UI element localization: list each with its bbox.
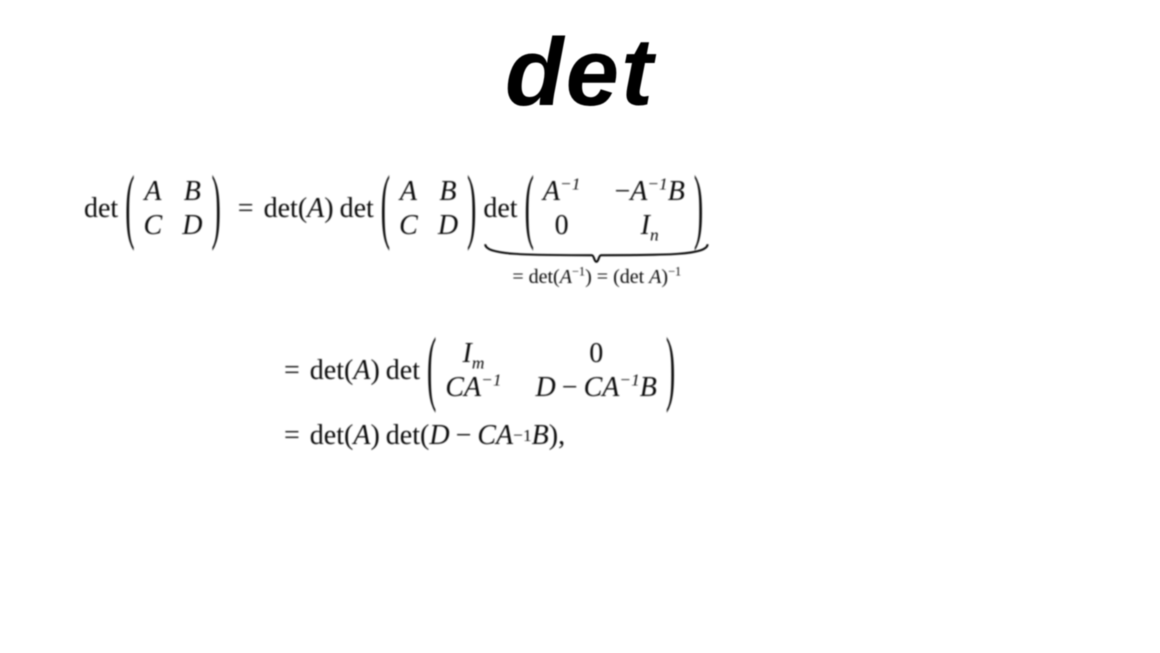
rparen: ) xyxy=(210,167,221,251)
rparen: ) xyxy=(370,420,379,452)
equation-line-3: = det(A) det(D−CA−1B), xyxy=(274,420,1084,452)
page-stage: det det ( A B C D ) = det(A) det xyxy=(0,0,1160,653)
equals: = xyxy=(274,420,310,452)
sup: −1 xyxy=(668,264,681,278)
cell: D xyxy=(182,210,202,242)
lparen: ( xyxy=(553,266,560,288)
det-op: det xyxy=(483,193,517,225)
matrix-M3: ( Im 0 CA−1 D−CA−1B ) xyxy=(426,336,676,406)
cell: A xyxy=(144,176,161,208)
matrix-Ainv: ( A−1 −A−1B 0 In ) xyxy=(524,174,705,244)
cell: A xyxy=(400,176,417,208)
lparen: ( xyxy=(124,167,135,251)
det-schur: det(D−CA−1B), xyxy=(386,420,565,452)
cell: B xyxy=(184,176,201,208)
cell: D xyxy=(438,210,458,242)
minus: − xyxy=(556,372,584,403)
det-op: det xyxy=(386,420,420,452)
lparen: ( xyxy=(524,167,535,251)
eq: = xyxy=(512,266,523,288)
det-op: det xyxy=(529,266,553,288)
cell: CA−1 xyxy=(445,372,501,404)
matrix-ABCD-1: ( A B C D ) xyxy=(124,174,222,244)
det-A: det(A) xyxy=(310,355,380,387)
rparen: ) xyxy=(693,167,704,251)
equation-line-1: det ( A B C D ) = det(A) det ( A xyxy=(84,174,1084,244)
equals: = xyxy=(228,193,264,225)
det-A: det(A) xyxy=(310,420,380,452)
det-op: det xyxy=(310,420,344,452)
page-title: det xyxy=(0,18,1160,128)
cell: C xyxy=(399,210,418,242)
rparen: ) xyxy=(585,266,592,288)
det-A: det(A) xyxy=(264,193,334,225)
rparen: ) xyxy=(324,193,333,225)
cell: −A−1B xyxy=(614,176,684,208)
cell: C xyxy=(144,210,163,242)
cell: A−1 xyxy=(543,176,581,208)
det-op: det xyxy=(620,266,649,288)
det-op: det xyxy=(264,193,298,225)
var-A: A xyxy=(353,355,370,387)
cell: B xyxy=(439,176,456,208)
underbraced-factor: det ( A−1 −A−1B 0 In ) xyxy=(483,174,710,244)
var-A: A xyxy=(560,266,572,288)
comma: , xyxy=(558,420,565,452)
det-op: det xyxy=(386,355,420,387)
equation-line-2: = det(A) det ( Im 0 CA−1 D−CA−1B ) xyxy=(274,336,1084,406)
var-A: A xyxy=(307,193,324,225)
lparen: ( xyxy=(344,355,353,387)
rparen: ) xyxy=(466,167,477,251)
rparen: ) xyxy=(665,329,676,413)
cell: Im xyxy=(462,338,484,370)
rparen: ) xyxy=(370,355,379,387)
eq: = xyxy=(597,266,608,288)
cell: In xyxy=(641,210,659,242)
sup: −1 xyxy=(572,264,585,278)
lparen: ( xyxy=(380,167,391,251)
lparen: ( xyxy=(344,420,353,452)
equals: = xyxy=(274,355,310,387)
math-derivation: det ( A B C D ) = det(A) det ( A xyxy=(84,160,1084,466)
underbrace-icon xyxy=(483,242,710,264)
lparen: ( xyxy=(420,420,429,452)
cell: 0 xyxy=(555,210,569,242)
det-op: det xyxy=(340,193,374,225)
det-op: det xyxy=(310,355,344,387)
lparen: ( xyxy=(298,193,307,225)
cell: D−CA−1B xyxy=(536,372,657,404)
cell: 0 xyxy=(589,338,603,370)
underbrace-label: = det(A−1) = (det A)−1 xyxy=(483,266,710,289)
lparen: ( xyxy=(426,329,437,413)
var-A: A xyxy=(649,266,661,288)
lparen: ( xyxy=(613,266,620,288)
var-A: A xyxy=(353,420,370,452)
minus: − xyxy=(450,420,478,452)
det-op: det xyxy=(84,193,118,225)
matrix-ABCD-2: ( A B C D ) xyxy=(380,174,478,244)
rparen: ) xyxy=(549,420,558,452)
